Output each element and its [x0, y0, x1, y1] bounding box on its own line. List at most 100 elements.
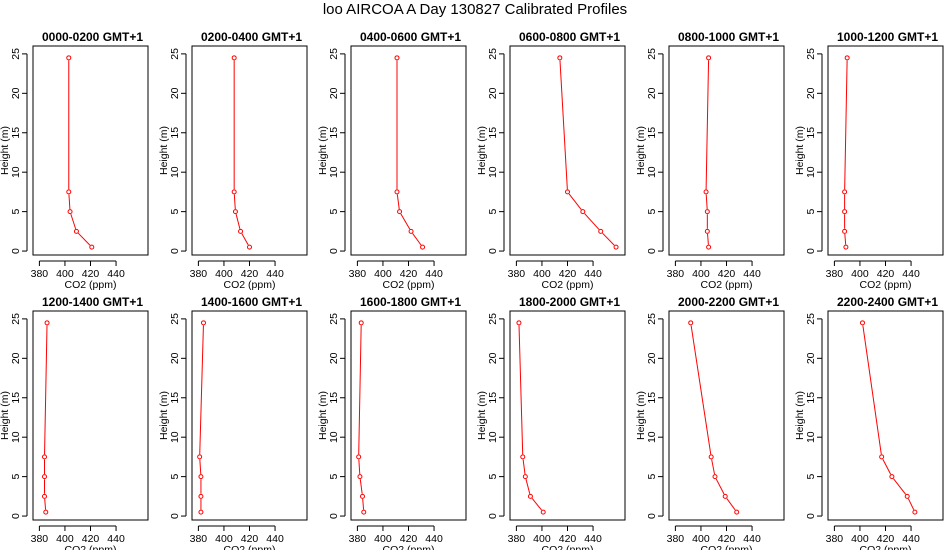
panel-title: 0400-0600 GMT+1 — [360, 30, 461, 44]
profile-point — [198, 474, 204, 480]
profile-segment — [358, 459, 361, 475]
x-tick-label: 400 — [374, 533, 392, 545]
profile-point — [557, 55, 563, 61]
profile-point — [394, 189, 400, 195]
profile-segment — [559, 60, 568, 190]
x-tick-label: 380 — [826, 268, 844, 280]
panel-title: 1600-1800 GMT+1 — [360, 295, 461, 309]
y-tick-label: 20 — [805, 352, 817, 364]
profile-point — [357, 474, 363, 480]
y-tick-label: 20 — [805, 87, 817, 99]
x-tick-label: 440 — [584, 268, 602, 280]
profile-segment — [241, 233, 249, 246]
y-axis-label: Height (m) — [0, 391, 11, 440]
y-tick-label: 0 — [328, 513, 340, 519]
y-tick-label: 5 — [487, 474, 499, 480]
profile-segment — [44, 498, 47, 510]
y-tick-label: 25 — [169, 313, 181, 325]
y-axis-label: Height (m) — [476, 126, 488, 175]
x-tick-label: 420 — [559, 268, 577, 280]
y-tick-label: 25 — [10, 48, 22, 60]
x-tick-label: 400 — [56, 533, 74, 545]
profile-segment — [412, 233, 422, 246]
y-tick-label: 10 — [10, 431, 22, 443]
plot-frame — [191, 310, 308, 521]
profile-point — [201, 320, 206, 326]
panel-title: 0000-0200 GMT+1 — [42, 30, 143, 44]
panel-title: 1800-2000 GMT+1 — [519, 295, 620, 309]
profile-point — [565, 189, 570, 195]
x-axis-label: CO2 (ppm) — [65, 279, 117, 291]
profile-segment — [70, 213, 77, 230]
plot-frame — [827, 45, 944, 256]
profile-segment — [396, 194, 400, 210]
y-tick-label: 10 — [646, 431, 658, 443]
plot-frame — [509, 45, 626, 256]
y-tick-label: 5 — [10, 474, 22, 480]
y-tick-label: 0 — [10, 513, 22, 519]
profile-segment — [707, 233, 709, 245]
profile-segment — [568, 193, 582, 210]
profile-segment — [705, 60, 710, 190]
y-tick-label: 15 — [487, 392, 499, 404]
profile-segment — [44, 325, 48, 455]
y-tick-label: 10 — [169, 431, 181, 443]
x-axis-label: CO2 (ppm) — [224, 279, 276, 291]
y-tick-label: 25 — [169, 48, 181, 60]
y-tick-label: 25 — [646, 313, 658, 325]
profile-segment — [862, 325, 882, 455]
x-tick-label: 440 — [902, 268, 920, 280]
x-tick-label: 440 — [266, 533, 284, 545]
y-tick-label: 25 — [10, 313, 22, 325]
y-tick-label: 15 — [10, 127, 22, 139]
x-tick-label: 400 — [533, 268, 551, 280]
y-tick-label: 20 — [487, 352, 499, 364]
profile-point — [197, 454, 203, 460]
y-tick-label: 20 — [10, 352, 22, 364]
panel-title: 0800-1000 GMT+1 — [678, 30, 779, 44]
y-tick-label: 20 — [487, 87, 499, 99]
y-tick-label: 20 — [169, 87, 181, 99]
profile-segment — [235, 214, 241, 229]
panel-title: 2000-2200 GMT+1 — [678, 295, 779, 309]
profile-segment — [199, 459, 202, 475]
profile-point — [361, 509, 367, 515]
profile-point — [704, 209, 710, 215]
y-tick-label: 5 — [169, 209, 181, 215]
y-tick-label: 25 — [328, 48, 340, 60]
x-tick-label: 420 — [718, 268, 736, 280]
plot-frame — [32, 45, 149, 256]
y-tick-label: 10 — [328, 166, 340, 178]
profile-point — [842, 189, 848, 195]
profile-segment — [715, 478, 725, 495]
profile-point — [231, 189, 237, 195]
x-axis-label: CO2 (ppm) — [224, 544, 276, 550]
y-tick-label: 0 — [805, 513, 817, 519]
y-tick-label: 10 — [487, 166, 499, 178]
y-tick-label: 15 — [805, 392, 817, 404]
profile-point — [420, 244, 426, 250]
profile-segment — [525, 479, 531, 494]
profile-segment — [68, 194, 71, 210]
profile-point — [231, 55, 237, 61]
y-tick-label: 0 — [10, 248, 22, 254]
x-tick-label: 400 — [692, 533, 710, 545]
x-tick-label: 440 — [425, 268, 443, 280]
x-tick-label: 420 — [559, 533, 577, 545]
x-tick-label: 380 — [508, 268, 526, 280]
y-tick-label: 15 — [805, 127, 817, 139]
x-tick-label: 380 — [508, 533, 526, 545]
y-tick-label: 5 — [487, 209, 499, 215]
x-tick-label: 420 — [82, 533, 100, 545]
y-tick-label: 0 — [646, 248, 658, 254]
y-tick-label: 25 — [646, 48, 658, 60]
profile-point — [198, 509, 204, 515]
profile-point — [706, 55, 712, 61]
y-axis-label: Height (m) — [635, 126, 647, 175]
